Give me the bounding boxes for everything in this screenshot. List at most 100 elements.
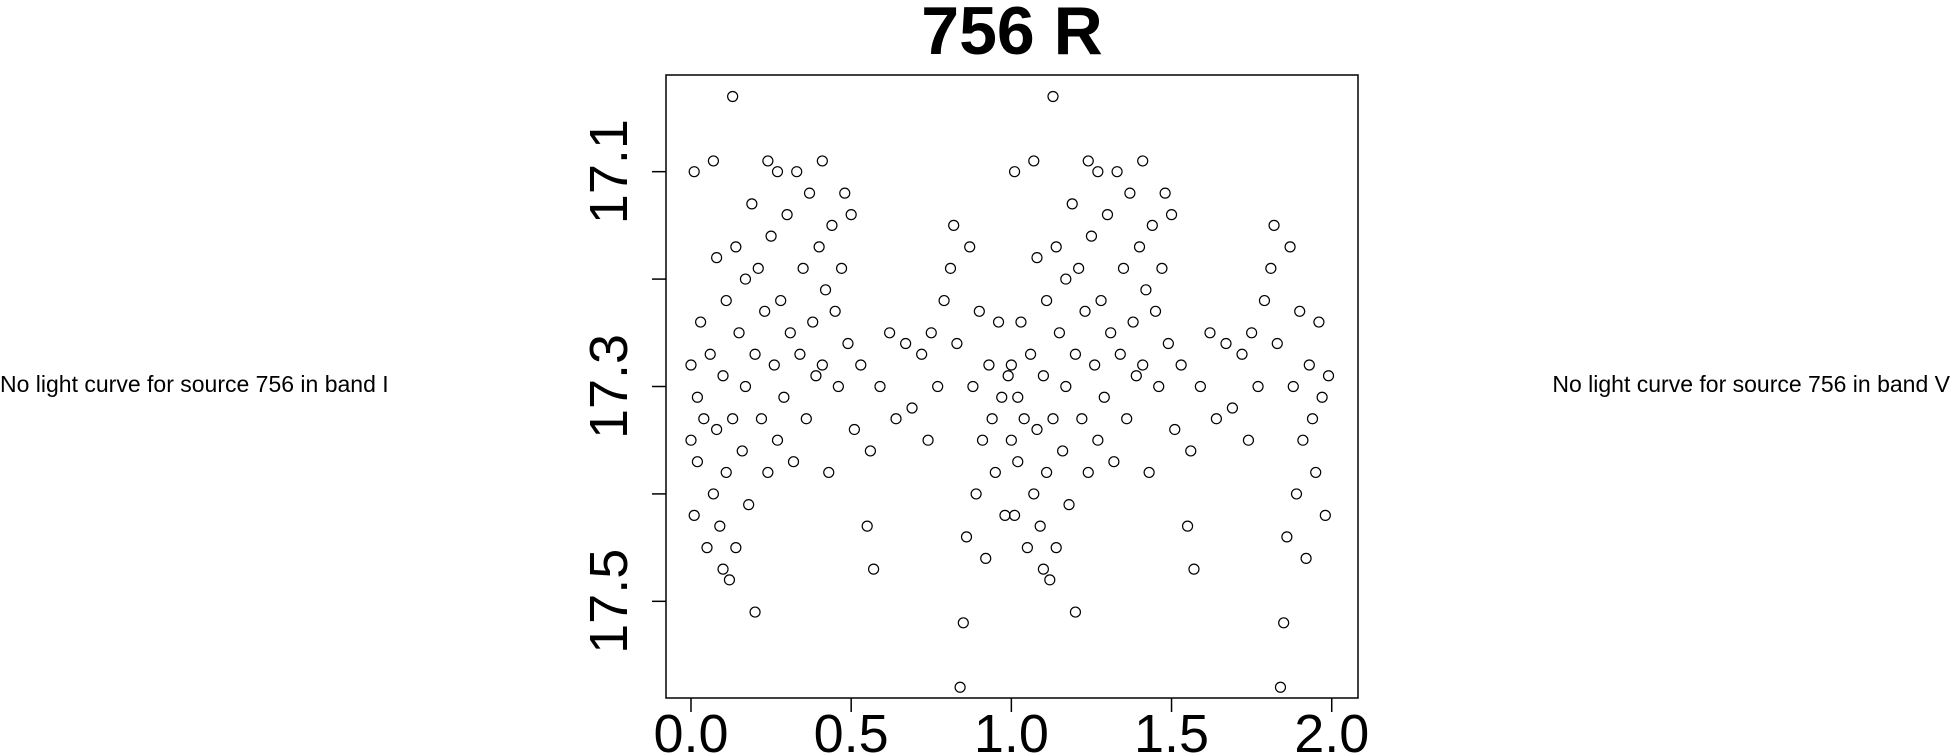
data-point [701, 542, 713, 554]
data-point [1316, 391, 1328, 403]
data-point [781, 209, 793, 221]
data-point [1066, 198, 1078, 210]
data-point [1002, 370, 1014, 382]
data-point [992, 316, 1005, 328]
data-point [1069, 606, 1082, 618]
data-point [739, 273, 752, 285]
y-tick-label: 17.5 [579, 549, 639, 654]
data-point [739, 380, 752, 393]
data-point [723, 574, 736, 586]
plot-frame [665, 74, 1359, 699]
data-point [867, 563, 880, 575]
data-point [1063, 499, 1075, 511]
data-point [980, 552, 992, 564]
data-point [691, 456, 703, 468]
data-point [829, 305, 841, 317]
data-point [749, 606, 761, 618]
data-point [1130, 370, 1142, 382]
data-point [794, 348, 806, 360]
data-point [957, 617, 969, 629]
data-point [1031, 252, 1043, 264]
data-point [1050, 542, 1062, 554]
data-point [1037, 563, 1049, 575]
data-point [944, 262, 957, 274]
right-message: No light curve for source 756 in band V [1552, 371, 1950, 397]
x-tick-label: 0.5 [814, 704, 889, 756]
data-point [755, 413, 768, 425]
data-point [835, 262, 848, 274]
data-point [736, 445, 748, 457]
y-tick-label: 17.3 [579, 334, 639, 439]
data-point [1143, 466, 1155, 479]
data-point [1162, 337, 1174, 350]
data-point [1060, 380, 1072, 393]
data-point [1268, 219, 1280, 231]
data-point [1294, 305, 1306, 317]
data-point [707, 488, 720, 500]
data-point [1085, 230, 1098, 242]
data-point [948, 219, 960, 231]
data-point [983, 359, 995, 371]
data-point [1114, 348, 1126, 360]
data-point [730, 241, 742, 253]
data-point [1028, 488, 1040, 500]
data-point [967, 380, 979, 393]
data-point [1108, 456, 1120, 468]
data-point [1105, 327, 1117, 339]
data-point [1124, 187, 1136, 199]
data-point [1073, 262, 1085, 274]
data-point [989, 466, 1001, 479]
data-point [996, 391, 1008, 403]
data-point [1274, 681, 1287, 693]
data-point [810, 370, 822, 382]
data-point [746, 198, 758, 210]
data-point [1012, 391, 1024, 403]
data-point [1047, 90, 1059, 103]
data-point [1194, 380, 1206, 393]
data-point [819, 284, 832, 296]
data-point [762, 155, 774, 167]
data-point [771, 434, 784, 446]
data-point [925, 327, 937, 339]
data-point [964, 241, 976, 253]
data-point [1271, 337, 1283, 350]
data-point [1053, 327, 1066, 339]
data-point [1050, 241, 1062, 253]
data-point [1313, 316, 1325, 328]
data-point [1015, 316, 1027, 328]
data-point [1258, 294, 1271, 307]
data-point [775, 294, 787, 307]
data-point [778, 391, 790, 403]
data-point [717, 563, 729, 575]
data-point [986, 413, 998, 425]
data-point [884, 327, 896, 339]
data-point [1252, 380, 1264, 393]
data-point [1057, 445, 1069, 457]
data-point [816, 155, 828, 167]
data-point [1082, 155, 1094, 167]
data-point [1121, 413, 1133, 425]
data-point [1153, 380, 1165, 393]
data-point [1092, 434, 1104, 446]
data-point [951, 337, 963, 350]
data-point [714, 520, 726, 532]
data-point [906, 402, 918, 414]
data-point [727, 413, 739, 425]
data-point [1137, 359, 1149, 371]
data-point [711, 252, 723, 264]
data-point [1082, 466, 1094, 479]
data-point [704, 348, 716, 360]
data-point [787, 456, 800, 468]
data-point [960, 531, 973, 543]
data-point [1281, 531, 1293, 543]
data-point [845, 209, 857, 221]
data-point [1069, 348, 1082, 360]
data-point [685, 359, 697, 371]
data-point [1226, 402, 1239, 414]
data-point [1008, 509, 1021, 521]
data-point [855, 359, 867, 371]
data-point [954, 681, 966, 693]
data-point [1040, 294, 1053, 307]
data-point [1284, 241, 1296, 253]
